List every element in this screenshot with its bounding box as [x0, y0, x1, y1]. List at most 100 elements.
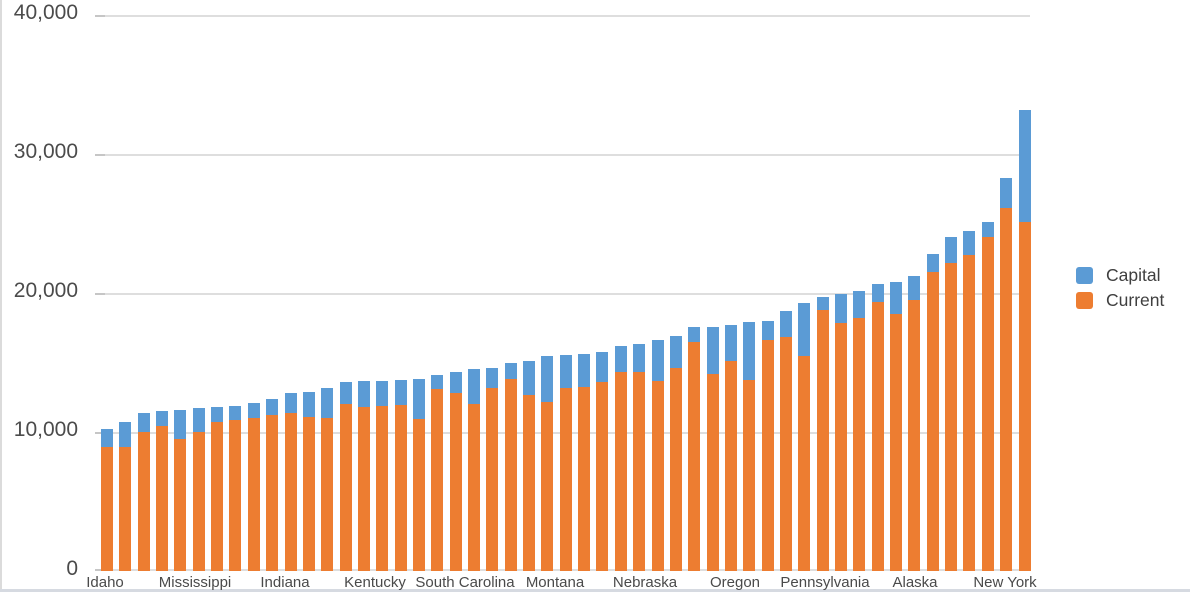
bar-47	[963, 231, 976, 571]
bar-15	[376, 380, 389, 571]
bar-segment-current	[908, 299, 921, 571]
bar-segment-current	[137, 432, 150, 571]
bar-9	[266, 398, 279, 571]
bar-segment-current	[486, 387, 499, 571]
bar-37	[779, 311, 792, 571]
bar-segment-capital	[669, 336, 682, 369]
bar-segment-current	[761, 340, 774, 571]
bar-segment-capital	[614, 345, 627, 372]
bar-6	[211, 407, 224, 571]
x-axis-label-new-york: New York	[973, 574, 1037, 591]
bar-31	[669, 336, 682, 571]
bar-segment-capital	[1000, 177, 1013, 209]
bar-segment-capital	[468, 369, 480, 404]
bar-segment-current	[523, 395, 536, 571]
window-left-border	[0, 0, 2, 591]
bar-segment-current	[926, 272, 939, 571]
bar-segment-current	[119, 447, 132, 571]
bar-39	[816, 297, 829, 571]
x-axis-label-nebraska: Nebraska	[612, 574, 678, 591]
bar-50	[1018, 109, 1031, 571]
legend-label-current: Current	[1106, 290, 1165, 310]
y-axis-label-30000: 30,000	[13, 140, 78, 163]
bar-segment-capital	[706, 327, 719, 375]
y-axis-label-10000: 10,000	[13, 418, 78, 441]
bar-1	[119, 421, 132, 571]
bar-segment-capital	[945, 237, 958, 264]
bar-segment-capital	[523, 361, 536, 396]
bar-segment-current	[468, 403, 480, 571]
bar-segment-capital	[798, 302, 811, 356]
bar-segment-capital	[266, 398, 279, 415]
bar-segment-current	[614, 371, 627, 571]
bar-segment-capital	[431, 375, 444, 389]
bar-segment-current	[743, 379, 756, 571]
plot-area	[95, 15, 1031, 571]
bar-13	[339, 381, 352, 571]
bar-41	[853, 290, 866, 571]
bar-segment-capital	[394, 379, 407, 405]
bar-segment-capital	[835, 294, 847, 323]
bar-segment-current	[706, 374, 719, 571]
bar-43	[890, 281, 903, 571]
bar-19	[449, 372, 462, 571]
bar-segment-capital	[119, 421, 132, 448]
bar-segment-capital	[339, 381, 352, 405]
bar-segment-current	[376, 405, 389, 571]
bar-segment-current	[229, 420, 242, 571]
bar-segment-capital	[192, 407, 205, 432]
bar-segment-current	[357, 406, 370, 571]
bar-segment-capital	[211, 407, 224, 423]
bar-segment-capital	[137, 412, 150, 432]
y-axis-label-0: 0	[66, 557, 78, 580]
bar-segment-capital	[229, 406, 242, 421]
y-axis-tick	[95, 154, 105, 156]
bar-segment-current	[321, 418, 334, 571]
bar-segment-capital	[871, 283, 884, 303]
x-axis-label-south-carolina: South Carolina	[415, 574, 515, 591]
bar-segment-current	[174, 438, 187, 571]
x-axis-label-alaska: Alaska	[892, 574, 938, 591]
legend: Capital Current	[1076, 263, 1164, 313]
bar-33	[706, 327, 719, 571]
bar-segment-current	[651, 381, 664, 571]
bar-25	[559, 354, 572, 571]
bar-segment-current	[596, 381, 609, 571]
bar-29	[633, 344, 646, 571]
bar-segment-capital	[302, 391, 315, 417]
bar-segment-capital	[633, 344, 646, 373]
bar-segment-current	[816, 310, 829, 571]
x-axis-label-idaho: Idaho	[86, 574, 124, 591]
bar-22	[504, 362, 517, 571]
bar-10	[284, 393, 297, 571]
y-axis-label-20000: 20,000	[13, 279, 78, 302]
bar-40	[835, 294, 847, 571]
bar-segment-current	[688, 341, 701, 571]
bar-segment-capital	[743, 322, 756, 380]
bar-26	[578, 354, 591, 571]
bar-segment-capital	[761, 320, 774, 341]
y-axis-tick	[95, 432, 105, 434]
bar-segment-current	[101, 447, 113, 571]
x-axis-label-oregon: Oregon	[709, 574, 761, 591]
bar-segment-current	[1000, 208, 1013, 571]
bar-segment-capital	[963, 231, 976, 256]
bar-segment-capital	[174, 409, 187, 439]
bar-8	[247, 402, 260, 571]
bar-38	[798, 302, 811, 571]
x-axis-label-pennsylvania: Pennsylvania	[780, 574, 870, 591]
bar-segment-capital	[1018, 109, 1031, 223]
bar-segment-current	[247, 418, 260, 571]
bar-49	[1000, 177, 1013, 571]
x-axis-label-mississippi: Mississippi	[158, 574, 232, 591]
bar-46	[945, 237, 958, 571]
bar-segment-capital	[578, 354, 591, 387]
bar-segment-current	[853, 318, 866, 571]
bar-segment-capital	[412, 378, 425, 419]
x-axis-label-kentucky: Kentucky	[344, 574, 406, 591]
gridline-40000	[95, 15, 1030, 17]
bar-segment-capital	[981, 222, 994, 238]
bar-segment-current	[504, 379, 517, 571]
bar-48	[981, 222, 994, 571]
